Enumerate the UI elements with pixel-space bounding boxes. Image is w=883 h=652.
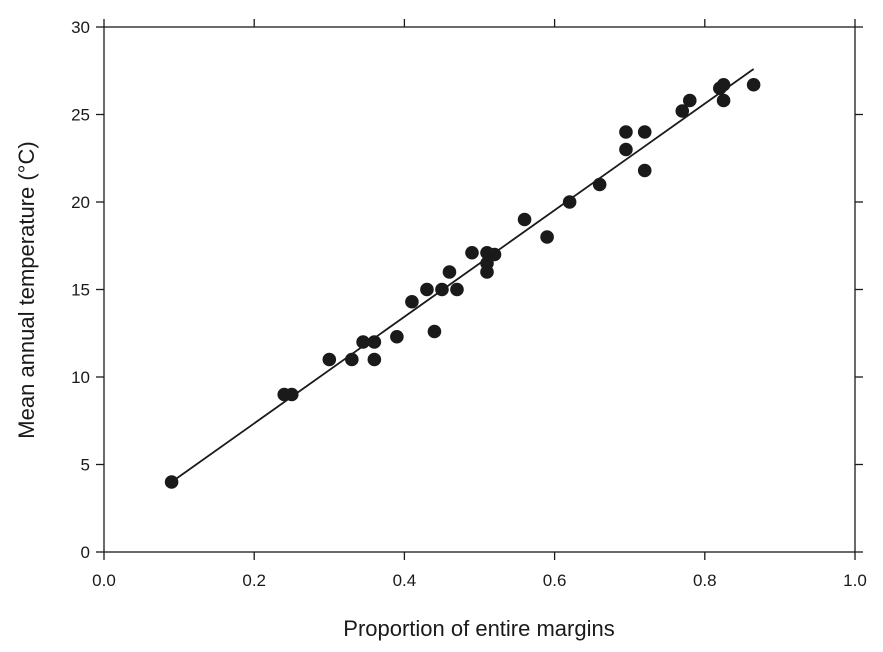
y-tick-label: 25: [71, 106, 90, 125]
data-point: [367, 352, 382, 367]
data-point: [637, 163, 652, 178]
data-point: [619, 142, 633, 157]
y-axis-ticks: 0 5 10 15 20 25 30: [71, 18, 863, 562]
data-point: [562, 195, 577, 209]
data-point: [637, 125, 652, 139]
x-axis-ticks: 0.0 0.2 0.4 0.6 0.8 1.0: [92, 19, 867, 590]
regression-line: [171, 68, 755, 483]
data-point: [427, 324, 442, 339]
x-tick-label: 0.2: [242, 571, 266, 590]
x-axis-title: Proportion of entire margins: [343, 616, 614, 641]
y-tick-label: 20: [71, 193, 90, 212]
data-point: [284, 387, 299, 402]
data-point: [682, 93, 697, 108]
data-point: [465, 245, 479, 260]
data-point: [746, 77, 761, 92]
x-tick-label: 0.4: [393, 571, 417, 590]
x-tick-label: 0.6: [543, 571, 567, 590]
data-point: [487, 247, 502, 262]
data-point: [390, 329, 404, 344]
data-point: [442, 265, 457, 279]
x-tick-label: 1.0: [843, 571, 867, 590]
data-point: [480, 265, 494, 279]
data-point: [356, 335, 370, 349]
data-point: [435, 282, 449, 297]
data-point: [405, 294, 419, 309]
x-tick-label: 0.8: [693, 571, 717, 590]
y-tick-label: 15: [71, 281, 90, 300]
y-tick-label: 30: [71, 18, 90, 37]
data-points: [164, 77, 761, 489]
data-point: [716, 93, 731, 108]
data-point: [716, 77, 731, 92]
y-tick-label: 0: [81, 543, 90, 562]
data-point: [322, 352, 337, 367]
data-point: [420, 282, 434, 297]
data-point: [517, 212, 532, 227]
x-tick-label: 0.0: [92, 571, 116, 590]
data-point: [592, 177, 607, 192]
y-tick-label: 10: [71, 368, 90, 387]
y-tick-label: 5: [81, 456, 90, 475]
data-point: [345, 352, 359, 367]
data-point: [367, 335, 382, 349]
y-axis-title: Mean annual temperature (°C): [14, 141, 39, 438]
data-point: [164, 475, 179, 489]
plot-frame: [103, 26, 856, 553]
data-point: [540, 230, 554, 244]
data-point: [619, 125, 633, 139]
data-point: [450, 282, 464, 297]
data-point: [675, 104, 690, 118]
